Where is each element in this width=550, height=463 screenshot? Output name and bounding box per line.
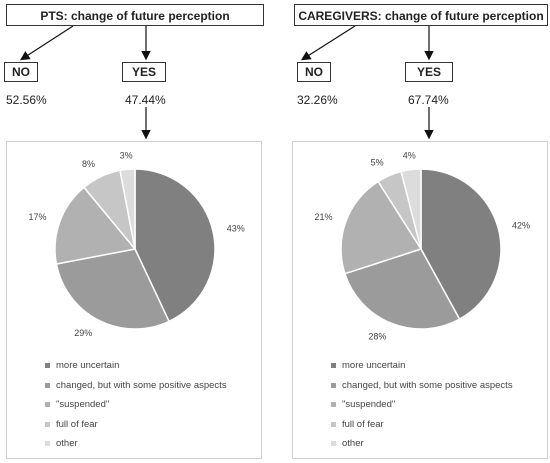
pts-legend-label-suspended: "suspended"	[56, 399, 110, 411]
pts-legend-item-changed-positive: changed, but with some positive aspects	[45, 376, 227, 396]
pts-legend-swatch-more-uncertain	[45, 363, 50, 369]
pts-yes-box: YES	[122, 62, 166, 82]
caregivers-legend-swatch-more-uncertain	[331, 363, 336, 369]
pts-slice-other	[119, 168, 136, 250]
caregivers-legend-swatch-changed-positive	[331, 382, 336, 388]
caregivers-slice-more-uncertain	[420, 168, 502, 321]
pts-yes-percent: 47.44%	[125, 93, 166, 107]
caregivers-pie-chart: 42% 28% 21% 5% 4%	[315, 151, 531, 342]
caregivers-legend-label-more-uncertain: more uncertain	[342, 360, 406, 372]
pts-legend-item-full-of-fear: full of fear	[45, 415, 227, 435]
caregivers-legend-label-full-of-fear: full of fear	[342, 418, 384, 430]
pts-legend-swatch-changed-positive	[45, 382, 50, 388]
pts-data-label-suspended: 17%	[29, 212, 47, 222]
caregivers-data-label-other: 4%	[403, 151, 416, 161]
caregivers-data-label-full-of-fear: 5%	[371, 158, 384, 168]
pts-legend-swatch-full-of-fear	[45, 421, 50, 427]
caregivers-legend-item-suspended: "suspended"	[331, 395, 513, 415]
caregivers-yes-box: YES	[405, 62, 453, 82]
caregivers-data-label-suspended: 21%	[315, 212, 333, 222]
caregivers-legend-swatch-other	[331, 441, 336, 447]
caregivers-no-percent: 32.26%	[297, 93, 338, 107]
pts-data-label-more-uncertain: 43%	[227, 223, 245, 233]
pts-no-box: NO	[4, 62, 38, 82]
caregivers-slice-other	[400, 168, 422, 250]
pts-legend-swatch-suspended	[45, 402, 50, 408]
caregivers-slice-changed-positive	[343, 248, 461, 330]
arrow-cg-no	[300, 25, 356, 61]
pts-legend: more uncertain changed, but with some pos…	[45, 356, 227, 454]
caregivers-legend-item-more-uncertain: more uncertain	[331, 356, 513, 376]
pts-slice-changed-positive	[55, 248, 171, 330]
caregivers-data-label-more-uncertain: 42%	[512, 221, 530, 231]
caregivers-yes-percent: 67.74%	[408, 93, 449, 107]
caregivers-no-box: NO	[297, 62, 331, 82]
pts-data-label-full-of-fear: 8%	[82, 159, 95, 169]
caregivers-legend-item-full-of-fear: full of fear	[331, 415, 513, 435]
pts-slice-more-uncertain	[134, 168, 216, 323]
caregivers-legend-swatch-suspended	[331, 402, 336, 408]
pts-legend-item-suspended: "suspended"	[45, 395, 227, 415]
pts-legend-item-other: other	[45, 434, 227, 454]
caregivers-legend-swatch-full-of-fear	[331, 421, 336, 427]
pts-legend-label-changed-positive: changed, but with some positive aspects	[56, 379, 227, 391]
caregivers-legend-label-suspended: "suspended"	[342, 399, 396, 411]
pts-chart-frame: 43% 29% 17% 8% 3% more uncertain changed, but…	[6, 141, 262, 459]
caregivers-legend-label-other: other	[342, 438, 364, 450]
pts-legend-swatch-other	[45, 441, 50, 447]
pts-legend-item-more-uncertain: more uncertain	[45, 356, 227, 376]
caregivers-legend-item-changed-positive: changed, but with some positive aspects	[331, 376, 513, 396]
caregivers-legend-item-other: other	[331, 434, 513, 454]
pts-data-label-changed-positive: 29%	[74, 328, 92, 338]
caregivers-slice-suspended	[340, 180, 423, 275]
caregivers-title: CAREGIVERS: change of future perception	[294, 4, 548, 26]
pts-slice-suspended	[54, 186, 137, 265]
pts-legend-label-full-of-fear: full of fear	[56, 418, 98, 430]
pts-pie-chart: 43% 29% 17% 8% 3%	[29, 150, 245, 338]
pts-no-percent: 52.56%	[6, 93, 47, 107]
pts-data-label-other: 3%	[120, 150, 133, 160]
pts-legend-label-other: other	[56, 438, 78, 450]
caregivers-chart-frame: 42% 28% 21% 5% 4% more uncertain changed, but…	[292, 141, 548, 459]
caregivers-data-label-changed-positive: 28%	[368, 331, 386, 341]
pts-legend-label-more-uncertain: more uncertain	[56, 360, 120, 372]
caregivers-legend: more uncertain changed, but with some pos…	[331, 356, 513, 454]
pts-title: PTS: change of future perception	[6, 4, 264, 26]
arrow-pts-no	[19, 25, 74, 61]
caregivers-legend-label-changed-positive: changed, but with some positive aspects	[342, 379, 513, 391]
